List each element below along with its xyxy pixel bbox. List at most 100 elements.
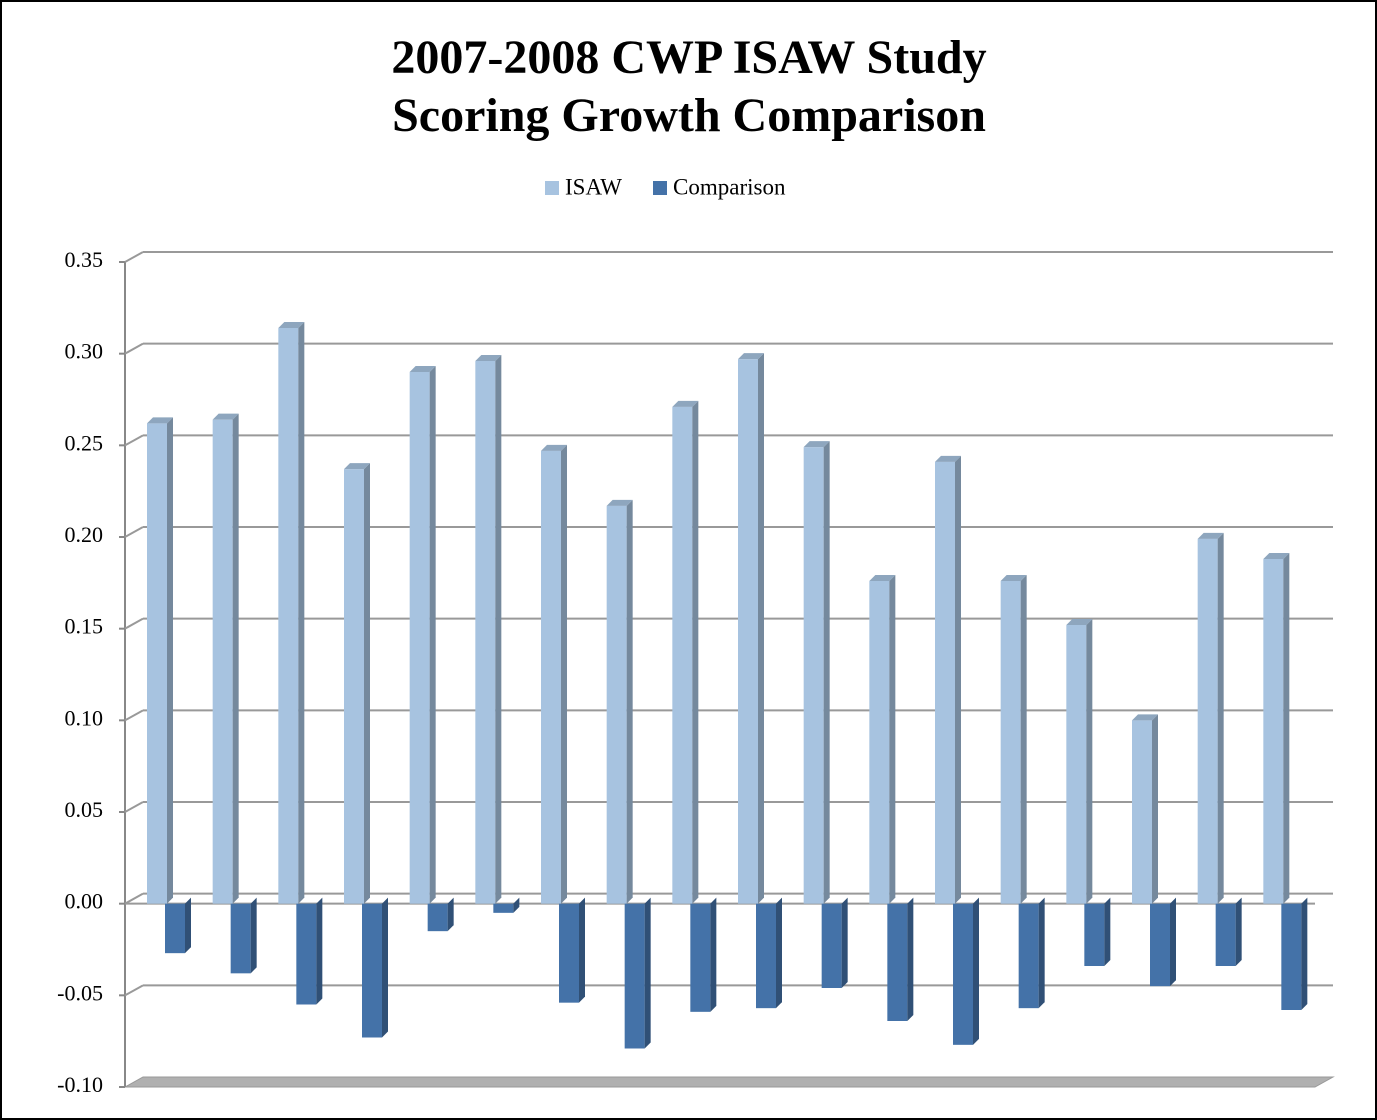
legend: ISAW Comparison (545, 174, 786, 199)
bar-top (541, 444, 567, 451)
bar-side (298, 322, 305, 904)
bar-top (1066, 619, 1093, 625)
bar-front (409, 372, 430, 904)
bar-front (606, 505, 627, 904)
bar (624, 897, 651, 1049)
y-tick-label: 0.35 (65, 247, 104, 272)
bar-front (475, 361, 496, 904)
bar-side (907, 897, 914, 1021)
bar (1084, 897, 1111, 966)
bar-side (1301, 897, 1308, 1010)
grid-line-depth (124, 709, 144, 722)
bar-front (756, 903, 776, 1009)
y-tick-label: 0.15 (65, 614, 104, 639)
bar-side (447, 897, 454, 932)
bar-front (953, 903, 973, 1045)
floor (123, 1076, 1335, 1088)
bar-top (606, 499, 633, 506)
bar-side (185, 897, 191, 954)
bar-side (364, 463, 370, 904)
bar-side (495, 355, 502, 904)
bar-front (165, 903, 185, 954)
bar (212, 413, 239, 904)
bar (278, 322, 305, 904)
bar-side (1217, 532, 1224, 904)
bar-top (475, 355, 502, 361)
bar-front (212, 419, 233, 904)
bar-side (1152, 714, 1158, 904)
bar-side (644, 897, 651, 1049)
bar-top (869, 575, 896, 581)
bar-side (692, 400, 699, 904)
bar (147, 417, 173, 904)
bar-side (889, 575, 896, 904)
bar-front (230, 903, 251, 974)
legend-label: ISAW (565, 174, 622, 199)
bar (1018, 897, 1045, 1009)
bar-top (935, 455, 961, 462)
bar-side (973, 897, 979, 1045)
bar (344, 463, 370, 904)
grid-line-depth (124, 801, 144, 813)
bar (690, 897, 717, 1012)
y-tick-label: 0.25 (65, 430, 104, 455)
grid-line (124, 251, 1333, 263)
bar (1263, 553, 1290, 904)
bar-side (1038, 897, 1045, 1009)
bar (296, 897, 323, 1005)
bar-side (1086, 619, 1093, 904)
bar-front (1263, 559, 1284, 904)
bar-side (710, 897, 717, 1012)
bar-top (1000, 575, 1027, 581)
chart-title: 2007-2008 CWP ISAW Study (391, 31, 986, 84)
bar-top (212, 413, 239, 420)
plot-area: -0.10 -0.05 0.00 0.05 0.10 0.15 0.20 0.25 0.30 0.… (57, 247, 1335, 1097)
bar-side (382, 897, 388, 1038)
bar-top (1197, 532, 1224, 539)
bar-front (493, 903, 514, 913)
bar-front (690, 903, 711, 1012)
bar-top (738, 353, 764, 360)
bar-side (316, 897, 323, 1005)
bar-top (672, 400, 699, 407)
bar-front (427, 903, 448, 932)
bar-side (1104, 897, 1111, 966)
bar (869, 575, 896, 904)
bar-top (278, 322, 305, 328)
bar-front (1150, 903, 1170, 987)
y-tick-label: 0.20 (65, 522, 104, 547)
bar (559, 897, 585, 1003)
bar-side (1170, 897, 1176, 987)
bar (427, 897, 454, 932)
y-tick-label: 0.05 (65, 797, 104, 822)
grid-line (124, 984, 1333, 997)
bar-front (559, 903, 579, 1003)
bar-side (167, 417, 173, 904)
bar (1215, 897, 1242, 966)
bar (1150, 897, 1176, 987)
bar-front (344, 469, 364, 904)
bar (409, 366, 436, 904)
bar-front (869, 581, 890, 904)
bar-front (935, 461, 955, 904)
bar (475, 355, 502, 904)
bar-side (429, 366, 436, 904)
bar (756, 897, 782, 1009)
bar-top (1132, 714, 1158, 721)
bar (606, 499, 633, 904)
grid-line-depth (124, 251, 144, 263)
bar (821, 897, 848, 988)
bar (935, 455, 961, 904)
bar (887, 897, 914, 1021)
grid-line-depth (124, 342, 144, 355)
bar-front (821, 903, 842, 988)
y-tick-label: -0.05 (57, 980, 103, 1005)
bar (1000, 575, 1027, 904)
chart-subtitle: Scoring Growth Comparison (392, 89, 986, 142)
bar-top (803, 441, 830, 448)
grid-line-depth (124, 434, 144, 447)
bar-front (1000, 581, 1021, 904)
bar (672, 400, 699, 904)
bar (1066, 619, 1093, 904)
